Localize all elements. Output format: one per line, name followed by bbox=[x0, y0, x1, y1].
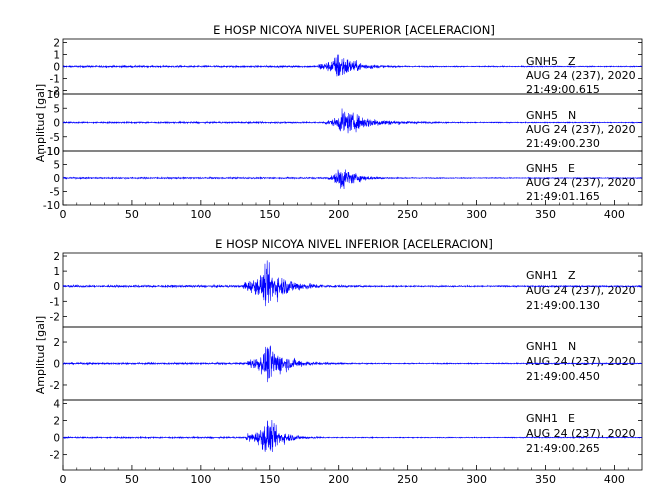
trace-label-station-component: GNH1 Z bbox=[526, 269, 576, 282]
x-tick-label: 400 bbox=[604, 208, 625, 221]
y-tick-label: -1 bbox=[50, 73, 60, 85]
trace-label-date: AUG 24 (237), 2020 bbox=[526, 355, 636, 368]
y-tick-label: 0 bbox=[53, 359, 60, 371]
y-tick-label: 1 bbox=[53, 266, 60, 278]
trace-gnh1-e: GNH1 E AUG 24 (237), 2020 21:49:00.265 bbox=[526, 412, 636, 455]
y-tick-label: 0 bbox=[53, 433, 60, 445]
x-tick-label: 0 bbox=[60, 473, 67, 486]
y-tick-label: 0 bbox=[53, 118, 60, 130]
y-tick-label: 0 bbox=[53, 281, 60, 293]
y-tick-label: -10 bbox=[43, 146, 60, 158]
panel-title-inferior: E HOSP NICOYA NIVEL INFERIOR [ACELERACIO… bbox=[215, 237, 493, 251]
trace-waveform bbox=[62, 169, 643, 190]
trace-label-date: AUG 24 (237), 2020 bbox=[526, 284, 636, 297]
trace-label-date: AUG 24 (237), 2020 bbox=[526, 176, 636, 189]
x-tick-label: 350 bbox=[535, 473, 556, 486]
panel-superior: E HOSP NICOYA NIVEL SUPERIOR [ACELERACIO… bbox=[34, 23, 636, 203]
y-tick-label: -2 bbox=[50, 450, 60, 462]
y-tick-label: -1 bbox=[50, 296, 60, 308]
y-tick-label: -5 bbox=[50, 187, 60, 199]
x-tick-label: 250 bbox=[397, 473, 418, 486]
y-axis-label-inferior: Amplitud [gal] bbox=[34, 316, 47, 394]
y-axis-label-superior: Amplitud [gal] bbox=[34, 84, 47, 162]
x-tick-label: 300 bbox=[466, 473, 487, 486]
x-tick-label: 100 bbox=[190, 208, 211, 221]
x-tick-label: 150 bbox=[259, 473, 280, 486]
y-tick-label: 0 bbox=[53, 62, 60, 74]
trace-label-station-component: GNH1 N bbox=[526, 340, 576, 353]
trace-waveform bbox=[62, 260, 643, 307]
trace-label-time: 21:49:00.230 bbox=[526, 137, 600, 150]
trace-label-date: AUG 24 (237), 2020 bbox=[526, 123, 636, 136]
trace-label-station-component: GNH5 N bbox=[526, 109, 576, 122]
x-tick-label: 50 bbox=[125, 208, 139, 221]
trace-label-date: AUG 24 (237), 2020 bbox=[526, 69, 636, 82]
trace-label-station-component: GNH1 E bbox=[526, 412, 575, 425]
trace-label-time: 21:49:00.450 bbox=[526, 370, 600, 383]
trace-gnh1-n: GNH1 N AUG 24 (237), 2020 21:49:00.450 bbox=[526, 340, 636, 383]
y-tick-label: 2 bbox=[53, 38, 60, 50]
trace-waveform bbox=[62, 54, 643, 77]
y-tick-label: 5 bbox=[53, 103, 60, 115]
y-tick-label: 5 bbox=[53, 160, 60, 172]
x-tick-label: 350 bbox=[535, 208, 556, 221]
y-tick-label: 2 bbox=[53, 337, 60, 349]
y-tick-label: -5 bbox=[50, 132, 60, 144]
trace-waveform bbox=[62, 419, 643, 453]
x-tick-label: 0 bbox=[60, 208, 67, 221]
x-tick-label: 150 bbox=[259, 208, 280, 221]
x-tick-label: 50 bbox=[125, 473, 139, 486]
trace-gnh5-n: GNH5 N AUG 24 (237), 2020 21:49:00.230 bbox=[526, 109, 636, 150]
y-tick-label: -2 bbox=[50, 85, 60, 97]
y-tick-label: 2 bbox=[53, 251, 60, 263]
trace-label-time: 21:49:01.165 bbox=[526, 190, 600, 203]
y-tick-label: -10 bbox=[43, 200, 60, 212]
x-tick-label: 100 bbox=[190, 473, 211, 486]
y-tick-label: -2 bbox=[50, 380, 60, 392]
y-tick-label: 0 bbox=[53, 173, 60, 185]
y-tick-label: -2 bbox=[50, 311, 60, 323]
trace-label-date: AUG 24 (237), 2020 bbox=[526, 427, 636, 440]
trace-label-station-component: GNH5 E bbox=[526, 162, 575, 175]
trace-gnh5-z: GNH5 Z AUG 24 (237), 2020 21:49:00.615 bbox=[526, 55, 636, 96]
x-tick-label: 400 bbox=[604, 473, 625, 486]
trace-label-time: 21:49:00.265 bbox=[526, 442, 600, 455]
y-tick-label: 10 bbox=[47, 89, 60, 101]
x-tick-label: 250 bbox=[397, 208, 418, 221]
y-tick-label: 1 bbox=[53, 50, 60, 62]
trace-gnh5-e: GNH5 E AUG 24 (237), 2020 21:49:01.165 bbox=[526, 162, 636, 203]
panel-title-superior: E HOSP NICOYA NIVEL SUPERIOR [ACELERACIO… bbox=[213, 23, 495, 37]
x-tick-label: 300 bbox=[466, 208, 487, 221]
y-tick-label: 4 bbox=[53, 398, 60, 410]
trace-label-time: 21:49:00.130 bbox=[526, 299, 600, 312]
trace-gnh1-z: GNH1 Z AUG 24 (237), 2020 21:49:00.130 bbox=[526, 269, 636, 312]
trace-label-station-component: GNH5 Z bbox=[526, 55, 576, 68]
y-tick-label: 2 bbox=[53, 415, 60, 427]
trace-waveform bbox=[62, 345, 643, 383]
y-tick-label: 10 bbox=[47, 146, 60, 158]
trace-label-time: 21:49:00.615 bbox=[526, 83, 600, 96]
x-tick-label: 200 bbox=[328, 208, 349, 221]
trace-waveform bbox=[62, 108, 643, 134]
panel-inferior: E HOSP NICOYA NIVEL INFERIOR [ACELERACIO… bbox=[34, 237, 636, 455]
x-tick-label: 200 bbox=[328, 473, 349, 486]
